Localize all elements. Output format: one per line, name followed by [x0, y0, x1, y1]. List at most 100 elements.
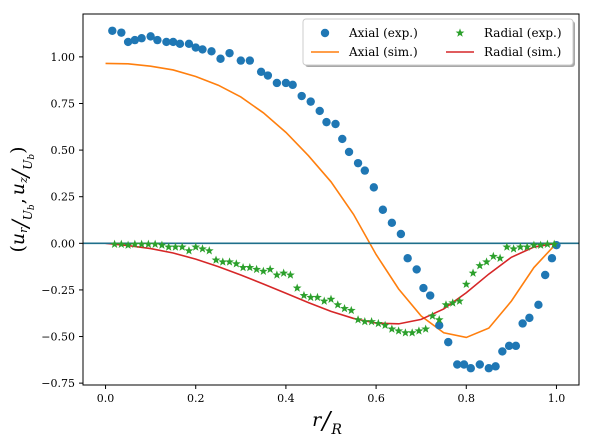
data-point — [319, 296, 329, 305]
data-point — [162, 37, 171, 47]
data-point — [144, 239, 153, 248]
data-point — [231, 259, 241, 268]
data-point — [326, 294, 336, 303]
data-point — [488, 251, 498, 261]
data-point — [315, 106, 324, 116]
data-point — [518, 319, 527, 328]
legend-label: Axial (sim.) — [348, 45, 418, 59]
data-point — [353, 158, 363, 168]
data-point — [484, 364, 494, 373]
data-point — [236, 56, 246, 65]
y-tick-label: −0.25 — [41, 284, 75, 297]
x-axis-label-denominator: R — [330, 422, 342, 438]
data-point — [412, 265, 421, 274]
data-point — [211, 255, 221, 264]
y-axis-label-close: ) — [7, 146, 29, 153]
data-point — [184, 246, 194, 255]
x-tick-label: 0.8 — [458, 392, 476, 405]
y-tick-label: −0.50 — [41, 331, 75, 344]
data-point — [540, 270, 550, 280]
x-axis: 0.0 0.2 0.4 0.6 0.8 1.0 — [97, 385, 565, 405]
data-point — [378, 205, 388, 214]
data-point — [403, 254, 412, 263]
legend: Axial (exp.) Axial (sim.) Radial (exp.) Rad… — [302, 18, 575, 67]
data-point — [360, 317, 370, 326]
y-axis-label-a-den-sub: b — [27, 204, 37, 210]
x-tick-label: 1.0 — [548, 392, 566, 405]
data-point — [137, 34, 146, 43]
data-point — [414, 326, 424, 335]
data-point — [313, 292, 322, 302]
data-point — [475, 261, 485, 270]
data-point — [245, 56, 255, 65]
data-point — [288, 80, 297, 90]
data-point — [225, 48, 234, 58]
data-point — [461, 279, 471, 289]
data-point — [306, 292, 316, 302]
x-axis-label: r/R — [312, 407, 342, 438]
data-point — [344, 147, 354, 157]
legend-item-axial-sim: Axial (sim.) — [311, 45, 418, 59]
data-point — [509, 244, 518, 253]
data-point — [110, 239, 119, 248]
data-point — [299, 290, 309, 300]
data-point — [453, 360, 462, 369]
data-point — [369, 183, 379, 192]
data-point — [547, 254, 557, 263]
y-axis-label: (ur/Ub,uz/Ub) — [7, 146, 37, 252]
y-axis: −0.75 −0.50 −0.25 0.00 0.25 0.50 0.75 1.00 — [41, 51, 83, 390]
data-point — [198, 244, 207, 253]
y-axis-label-sep: , — [7, 198, 29, 204]
legend-swatch — [320, 28, 330, 38]
axes-frame — [82, 13, 580, 386]
data-point — [387, 218, 397, 228]
data-point — [297, 91, 306, 101]
data-point — [331, 119, 340, 129]
data-point — [511, 341, 521, 351]
data-point — [435, 321, 444, 330]
y-axis-label-b-sub: z — [17, 177, 30, 184]
data-point — [146, 32, 155, 41]
legend-swatch — [455, 28, 465, 37]
data-point — [117, 28, 126, 37]
data-point — [272, 78, 282, 88]
x-axis-label-slash: / — [320, 407, 333, 435]
data-point — [338, 134, 347, 144]
y-axis-label-b-slash: / — [9, 167, 34, 179]
data-point — [401, 328, 410, 337]
data-point — [504, 341, 514, 351]
data-point — [549, 239, 559, 248]
legend-label: Radial (exp.) — [484, 26, 562, 40]
data-point — [191, 242, 201, 251]
data-point — [198, 45, 207, 54]
data-point — [498, 347, 507, 356]
data-point — [204, 246, 214, 255]
data-point — [502, 242, 512, 251]
y-tick-label: 0.25 — [51, 191, 76, 204]
y-axis-label-open: ( — [7, 245, 29, 252]
data-point — [123, 240, 133, 249]
data-point — [543, 239, 552, 248]
data-point — [150, 239, 160, 248]
series-radial-exp — [110, 239, 559, 337]
x-tick-label: 0.0 — [97, 392, 115, 405]
data-point — [116, 239, 126, 248]
data-point — [281, 78, 291, 88]
data-point — [394, 326, 404, 335]
data-point — [191, 43, 200, 52]
y-axis-label-a: u — [7, 233, 29, 245]
data-point — [184, 39, 194, 49]
data-point — [428, 311, 437, 320]
x-tick-label: 0.2 — [187, 392, 205, 405]
data-point — [525, 313, 534, 323]
data-point — [252, 264, 261, 274]
data-point — [448, 298, 458, 307]
data-point — [153, 35, 162, 45]
data-point — [367, 317, 376, 326]
data-point — [175, 39, 185, 49]
data-point — [292, 283, 302, 292]
y-tick-label: −0.75 — [41, 377, 75, 390]
y-tick-label: 0.00 — [51, 237, 76, 250]
data-point — [534, 300, 543, 310]
data-point — [340, 303, 349, 313]
